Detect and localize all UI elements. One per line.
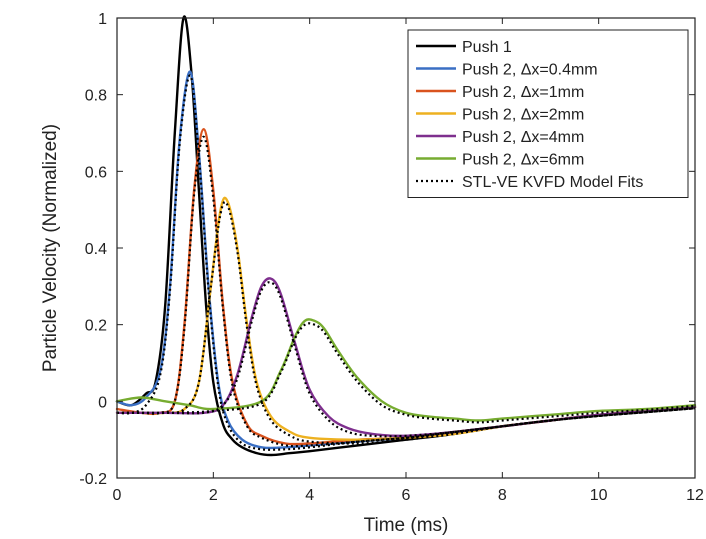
- plot-layer: [115, 15, 697, 457]
- x-axis-label: Time (ms): [364, 515, 449, 536]
- series-line-6: [115, 318, 697, 422]
- y-tick-label: -0.2: [79, 471, 107, 488]
- legend: Push 1 Push 2, Δx=0.4mm Push 2, Δx=1mm Push…: [407, 29, 689, 198]
- legend-label: Push 2, Δx=4mm: [462, 129, 584, 146]
- legend-label: Push 2, Δx=2mm: [462, 107, 584, 124]
- x-tick-label: 10: [590, 487, 608, 504]
- fit-line-4: [116, 281, 696, 438]
- x-axis: 0 2 4 6 8 10 12: [113, 18, 704, 504]
- legend-label: Push 1: [462, 39, 512, 56]
- x-tick-label: 6: [402, 487, 411, 504]
- fit-line-3: [116, 200, 696, 445]
- x-tick-label: 12: [686, 487, 704, 504]
- y-tick-label: 1: [98, 11, 107, 28]
- y-tick-label: 0.2: [85, 318, 107, 335]
- x-tick-label: 8: [498, 487, 507, 504]
- y-axis: -0.2 0 0.2 0.4 0.6 0.8 1: [79, 11, 695, 488]
- y-tick-label: 0.4: [85, 241, 107, 258]
- y-tick-label: 0: [98, 394, 107, 411]
- x-tick-label: 4: [305, 487, 314, 504]
- legend-label: Push 2, Δx=0.4mm: [462, 62, 598, 79]
- legend-label: Push 2, Δx=1mm: [462, 84, 584, 101]
- y-tick-label: 0.8: [85, 88, 107, 105]
- legend-label: STL-VE KVFD Model Fits: [462, 174, 643, 191]
- x-tick-label: 0: [113, 487, 122, 504]
- fit-line-5: [116, 322, 696, 424]
- y-axis-label: Particle Velocity (Normalized): [40, 124, 61, 372]
- x-tick-label: 2: [209, 487, 218, 504]
- legend-label: Push 2, Δx=6mm: [462, 152, 584, 169]
- y-tick-label: 0.6: [85, 164, 107, 181]
